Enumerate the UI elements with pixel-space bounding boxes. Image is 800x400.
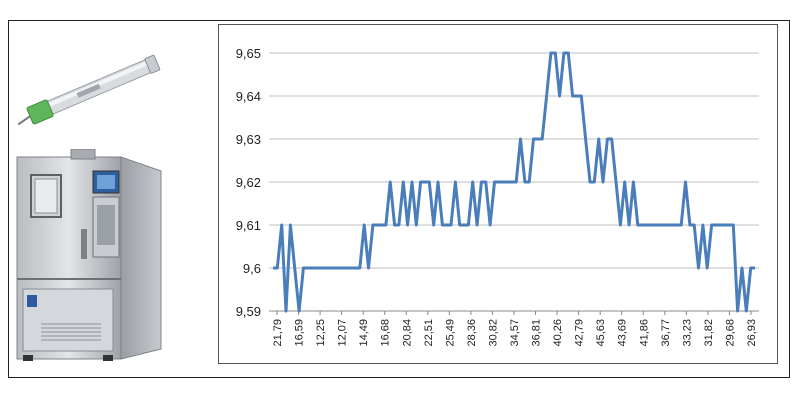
x-tick-label: 43,69 [617, 319, 629, 347]
x-tick-label: 36,81 [531, 319, 543, 347]
x-tick-label: 20,84 [401, 319, 413, 347]
x-tick-label: 34,57 [509, 319, 521, 347]
x-tick-label: 14,49 [358, 319, 370, 347]
series-line [273, 51, 755, 313]
x-tick-label: 45,63 [595, 319, 607, 347]
y-tick-label: 9,64 [236, 89, 261, 104]
y-tick-label: 9,59 [236, 304, 261, 319]
y-tick-label: 9,6 [243, 261, 261, 276]
x-tick-label: 16,68 [380, 319, 392, 347]
linear-sensor-photo [17, 31, 167, 141]
y-tick-label: 9,62 [236, 175, 261, 190]
x-tick-label: 30,82 [487, 319, 499, 347]
x-tick-label: 22,51 [423, 319, 435, 347]
x-tick-label: 33,23 [681, 319, 693, 347]
test-chamber-photo [16, 149, 162, 361]
x-tick-label: 40,26 [552, 319, 564, 347]
x-tick-label: 36,77 [660, 319, 672, 347]
line-chart: 9,59 9,6 9,61 9,62 9,63 9,64 9,65 21,79 16,59 12,… [236, 46, 759, 347]
x-tick-label: 28,36 [466, 319, 478, 347]
x-tick-label: 12,07 [337, 319, 349, 347]
x-tick-label: 12,25 [315, 319, 327, 347]
x-tick-label: 31,82 [703, 319, 715, 347]
x-tick-label: 25,49 [444, 319, 456, 347]
y-tick-label: 9,65 [236, 46, 261, 61]
x-tick-label: 21,79 [272, 319, 284, 347]
x-tick-label: 16,59 [294, 319, 306, 347]
x-tick-label: 26,93 [746, 319, 758, 347]
x-tick-label: 41,86 [638, 319, 650, 347]
x-tick-label: 29,68 [724, 319, 736, 347]
y-tick-label: 9,61 [236, 218, 261, 233]
chart-panel: 9,59 9,6 9,61 9,62 9,63 9,64 9,65 21,79 16,59 12,… [218, 24, 778, 364]
x-tick-label: 42,79 [574, 319, 586, 347]
y-tick-label: 9,63 [236, 132, 261, 147]
